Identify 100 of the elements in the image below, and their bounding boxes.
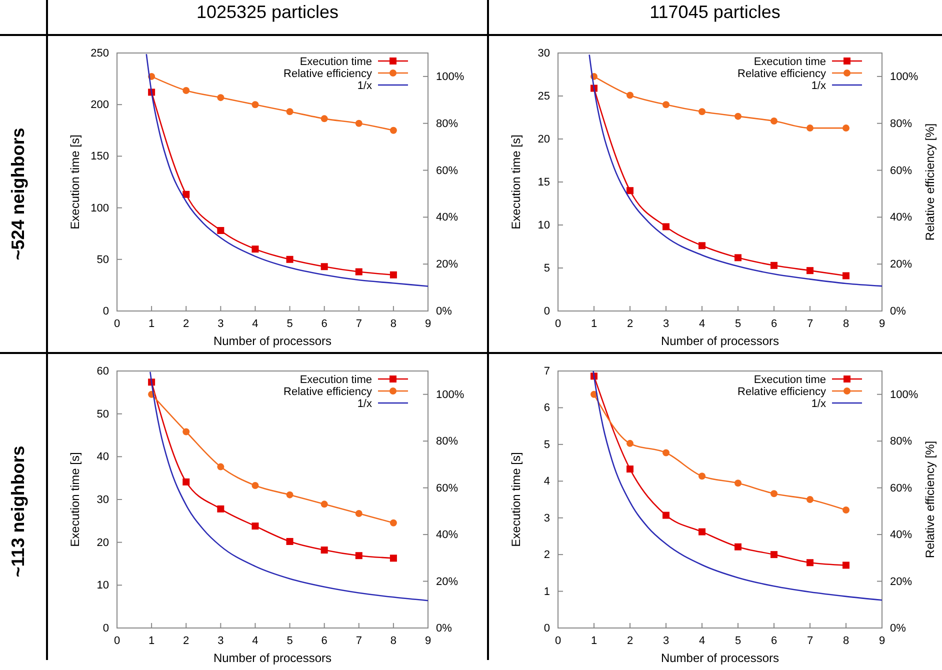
- x-tick-label: 5: [286, 634, 293, 647]
- point: [734, 112, 742, 120]
- point: [320, 546, 328, 554]
- x-tick-label: 4: [698, 318, 706, 330]
- x-tick-label: 8: [390, 634, 397, 647]
- y-tick-label: 5: [544, 262, 550, 275]
- point: [286, 108, 294, 116]
- y-tick-label: 6: [544, 402, 550, 414]
- x-tick-label: 8: [842, 634, 850, 647]
- point: [842, 272, 850, 280]
- point: [182, 428, 190, 436]
- text: ~113 neighbors: [8, 446, 28, 578]
- y-tick-label: 30: [96, 494, 109, 506]
- y2-tick-label: 40%: [436, 529, 458, 542]
- x-tick-label: 6: [321, 634, 328, 647]
- legend-label: Execution time: [754, 56, 826, 68]
- y2-tick-label: 60%: [890, 482, 912, 494]
- x-tick-label: 5: [286, 318, 293, 330]
- point: [252, 482, 259, 489]
- y2-axis-title: Relative efficiency [%]: [923, 440, 937, 558]
- x-tick-label: 0: [554, 318, 562, 330]
- y2-tick-label: 0%: [890, 622, 906, 635]
- y-tick-label: 250: [90, 48, 109, 60]
- y-tick-label: 7: [544, 366, 550, 378]
- y2-tick-label: 80%: [890, 436, 912, 448]
- y-tick-label: 100: [90, 202, 109, 214]
- y2-tick-label: 100%: [890, 70, 918, 83]
- legend-label: Relative efficiency: [284, 386, 372, 398]
- x-tick-label: 2: [183, 318, 190, 330]
- point: [734, 543, 742, 550]
- point: [662, 449, 670, 456]
- point: [286, 256, 294, 263]
- x-tick-label: 9: [424, 318, 432, 330]
- x-tick-label: 0: [114, 634, 120, 647]
- x-tick-label: 6: [321, 318, 328, 330]
- y-tick-label: 10: [538, 220, 550, 232]
- point: [806, 496, 814, 503]
- x-axis-title: Number of processors: [660, 334, 780, 348]
- point: [698, 472, 706, 480]
- point: [770, 551, 778, 558]
- point: [252, 101, 259, 108]
- y-tick-label: 4: [544, 476, 550, 488]
- x-tick-label: 9: [878, 634, 886, 647]
- y2-tick-label: 100%: [436, 70, 464, 83]
- x-tick-label: 0: [114, 318, 120, 330]
- point: [770, 262, 778, 269]
- y2-tick-label: 100%: [890, 388, 918, 401]
- point: [806, 559, 814, 566]
- y-tick-label: 0: [544, 306, 550, 318]
- point: [217, 505, 224, 512]
- y2-tick-label: 100%: [436, 388, 464, 401]
- y-tick-label: 30: [538, 48, 550, 60]
- line-series: [150, 371, 429, 602]
- point: [217, 94, 224, 102]
- text: ~524 neighbors: [8, 128, 28, 260]
- point: [806, 124, 814, 132]
- y2-tick-label: 60%: [436, 164, 458, 177]
- x-tick-label: 4: [252, 318, 258, 330]
- y-tick-label: 60: [96, 366, 109, 378]
- x-tick-label: 3: [662, 318, 670, 330]
- point: [842, 506, 850, 514]
- chart-title: 1025325 particles: [196, 2, 339, 22]
- point: [252, 246, 259, 253]
- line-series: [588, 54, 883, 287]
- x-tick-label: 6: [770, 634, 778, 647]
- legend-label: Execution time: [300, 374, 372, 386]
- y-axis-title: Execution time [s]: [68, 134, 82, 230]
- point: [355, 120, 362, 127]
- x-tick-label: 0: [554, 634, 562, 647]
- x-tick-label: 3: [218, 318, 224, 330]
- point: [770, 118, 778, 125]
- point: [806, 267, 814, 274]
- y-tick-label: 10: [96, 580, 109, 592]
- point: [355, 510, 362, 518]
- y2-tick-label: 20%: [436, 258, 458, 271]
- point: [698, 108, 706, 116]
- x-tick-label: 7: [356, 634, 362, 647]
- y2-tick-label: 0%: [436, 306, 452, 318]
- y-tick-label: 0: [102, 622, 109, 635]
- point: [734, 480, 742, 487]
- y2-tick-label: 20%: [890, 576, 912, 588]
- point: [842, 562, 850, 569]
- point: [626, 187, 634, 194]
- y-axis-title: Execution time [s]: [509, 452, 523, 547]
- y-tick-label: 50: [96, 408, 109, 420]
- x-tick-label: 2: [183, 634, 190, 647]
- point: [390, 554, 397, 562]
- x-axis-title: Number of processors: [213, 334, 332, 348]
- point: [842, 124, 850, 132]
- x-tick-label: 8: [390, 318, 397, 330]
- y2-tick-label: 20%: [890, 258, 912, 271]
- y-tick-label: 15: [538, 176, 550, 189]
- point: [662, 101, 670, 108]
- y2-tick-label: 80%: [436, 436, 458, 448]
- x-tick-label: 1: [148, 634, 155, 647]
- x-tick-label: 5: [734, 634, 742, 647]
- y-tick-label: 3: [544, 512, 550, 524]
- legend-label: 1/x: [811, 398, 826, 410]
- point: [252, 522, 259, 530]
- point: [662, 223, 670, 230]
